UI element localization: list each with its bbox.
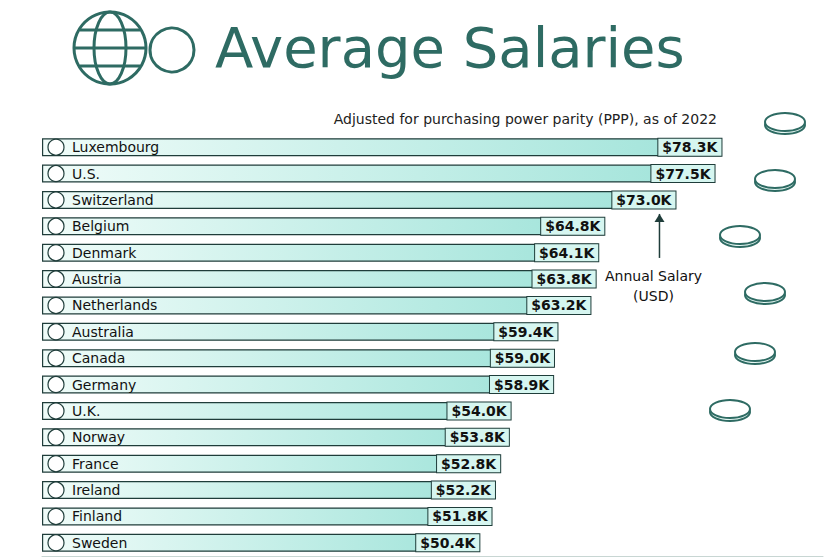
svg-text:Australia: Australia — [72, 324, 134, 340]
svg-text:$52.2K: $52.2K — [436, 482, 492, 498]
svg-text:Switzerland: Switzerland — [72, 192, 154, 208]
svg-text:$59.0K: $59.0K — [495, 350, 551, 366]
svg-text:$51.8K: $51.8K — [432, 508, 488, 524]
svg-text:France: France — [72, 456, 119, 472]
svg-text:$77.5K: $77.5K — [655, 166, 711, 182]
svg-text:U.K.: U.K. — [72, 403, 100, 419]
svg-text:Adjusted for purchasing power: Adjusted for purchasing power parity (PP… — [334, 111, 717, 127]
svg-text:Austria: Austria — [72, 271, 121, 287]
svg-text:$50.4K: $50.4K — [420, 535, 476, 551]
svg-text:Netherlands: Netherlands — [72, 297, 157, 313]
svg-text:Finland: Finland — [72, 508, 122, 524]
svg-text:Canada: Canada — [72, 350, 125, 366]
svg-text:$53.8K: $53.8K — [450, 429, 506, 445]
svg-text:$58.9K: $58.9K — [494, 377, 550, 393]
svg-text:Belgium: Belgium — [72, 218, 129, 234]
svg-text:$73.0K: $73.0K — [616, 192, 672, 208]
svg-text:Annual Salary: Annual Salary — [605, 268, 702, 284]
svg-text:$59.4K: $59.4K — [498, 324, 554, 340]
svg-text:$64.8K: $64.8K — [545, 218, 601, 234]
svg-text:$63.8K: $63.8K — [537, 271, 593, 287]
svg-text:Sweden: Sweden — [72, 535, 127, 551]
svg-text:Ireland: Ireland — [72, 482, 120, 498]
svg-text:$63.2K: $63.2K — [531, 297, 587, 313]
svg-text:$78.3K: $78.3K — [662, 139, 718, 155]
svg-text:U.S.: U.S. — [72, 166, 100, 182]
svg-text:Denmark: Denmark — [72, 245, 137, 261]
svg-text:$64.1K: $64.1K — [539, 245, 595, 261]
svg-text:$54.0K: $54.0K — [451, 403, 507, 419]
svg-text:Germany: Germany — [72, 377, 136, 393]
svg-text:(USD): (USD) — [633, 288, 674, 304]
svg-text:Luxembourg: Luxembourg — [72, 139, 159, 155]
svg-text:$52.8K: $52.8K — [441, 456, 497, 472]
svg-text:Average Salaries: Average Salaries — [215, 15, 685, 80]
svg-text:Norway: Norway — [72, 429, 125, 445]
